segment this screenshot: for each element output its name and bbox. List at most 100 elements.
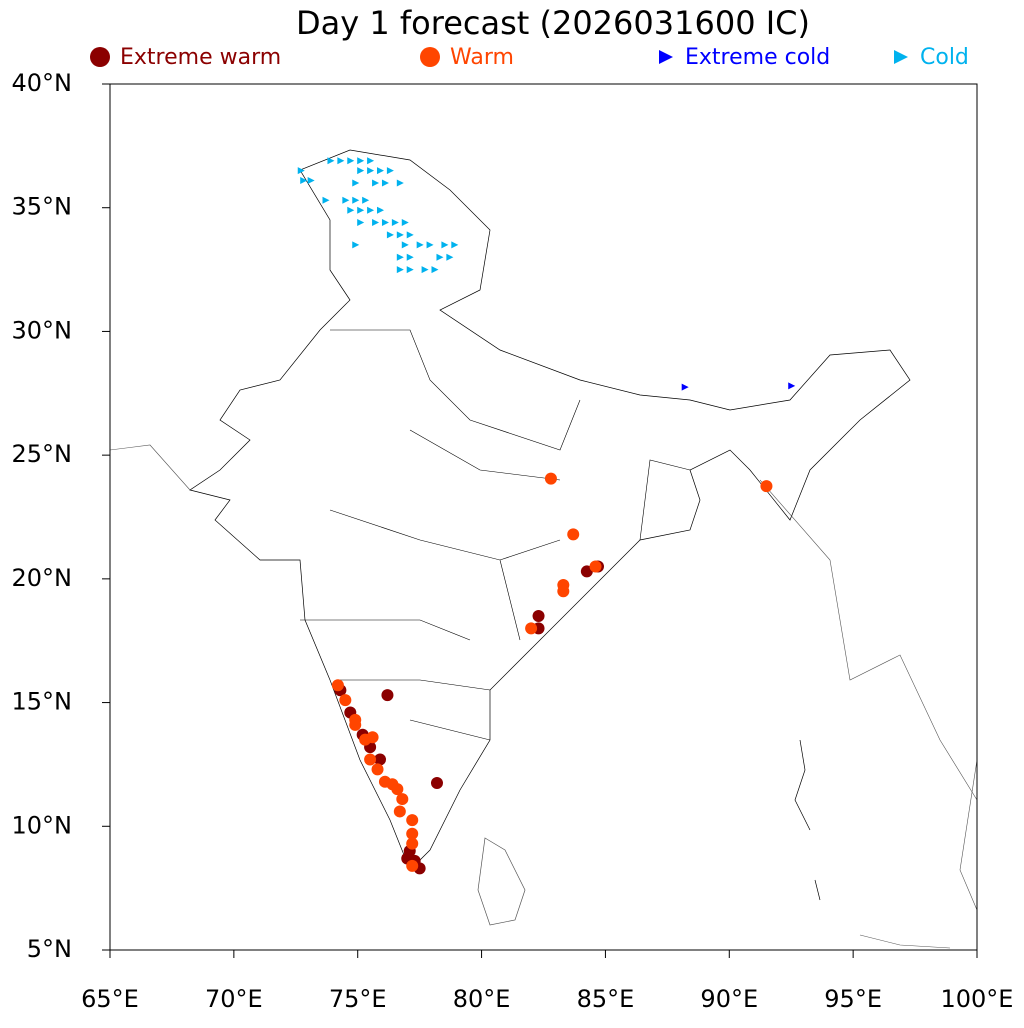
data-point: [339, 694, 352, 707]
legend-label: Extreme warm: [120, 45, 281, 70]
data-point: [371, 763, 384, 776]
data-point: [377, 167, 385, 175]
data-point: [357, 219, 365, 227]
y-tick-label: 35°N: [12, 193, 73, 221]
x-tick-label: 90°E: [700, 985, 758, 1013]
x-tick-label: 80°E: [453, 985, 511, 1013]
data-point: [366, 731, 379, 744]
data-point: [406, 837, 419, 850]
data-point: [349, 718, 362, 731]
data-point: [352, 179, 360, 187]
data-point: [331, 679, 344, 692]
x-tick-label: 95°E: [824, 985, 882, 1013]
data-point: [342, 196, 350, 204]
data-point: [352, 241, 360, 249]
x-tick-label: 70°E: [205, 985, 263, 1013]
data-point: [300, 176, 308, 184]
y-tick-label: 30°N: [12, 316, 73, 344]
data-point: [431, 266, 439, 274]
data-point: [760, 480, 773, 493]
data-point: [381, 179, 389, 187]
data-point: [396, 179, 404, 187]
data-point: [391, 219, 399, 227]
data-point: [357, 157, 365, 165]
data-point: [357, 206, 365, 214]
data-point: [367, 167, 375, 175]
data-point: [367, 206, 375, 214]
data-point: [681, 383, 689, 391]
andaman-islands: [794, 739, 821, 901]
data-point: [396, 266, 404, 274]
data-point: [406, 859, 419, 872]
sri-lanka: [477, 837, 526, 926]
data-point: [327, 157, 335, 165]
data-point: [416, 241, 424, 249]
legend-marker: [90, 47, 110, 67]
data-point: [322, 196, 330, 204]
data-point: [426, 241, 434, 249]
y-tick-label: 10°N: [12, 811, 73, 839]
data-point: [421, 266, 429, 274]
data-point: [377, 206, 385, 214]
data-point: [396, 253, 404, 261]
data-point: [406, 814, 419, 827]
data-point: [406, 253, 414, 261]
legend-label: Cold: [920, 45, 969, 70]
data-point: [391, 783, 404, 796]
internal-borders: [300, 329, 691, 741]
x-tick-label: 100°E: [941, 985, 1014, 1013]
data-layer: 65°E 70°E 75°E 80°E 85°E 90°E 95°E 100°E 5°N 10°N…: [12, 45, 1014, 1013]
data-point: [357, 167, 365, 175]
data-point: [525, 622, 538, 635]
data-point: [393, 805, 406, 818]
legend-marker: [659, 50, 673, 64]
data-point: [788, 382, 796, 390]
legend-marker: [894, 50, 908, 64]
data-point: [451, 241, 459, 249]
india-outline: [189, 149, 911, 871]
data-point: [406, 827, 419, 840]
y-tick-label: 20°N: [12, 564, 73, 592]
data-point: [446, 253, 454, 261]
data-point: [396, 793, 409, 806]
data-point: [589, 560, 602, 573]
data-point: [372, 179, 380, 187]
y-tick-label: 40°N: [12, 69, 73, 97]
data-point: [352, 196, 360, 204]
data-point: [374, 753, 387, 766]
data-point: [401, 219, 409, 227]
x-tick-label: 65°E: [81, 985, 139, 1013]
data-point: [367, 157, 375, 165]
data-point: [567, 528, 580, 541]
data-point: [386, 167, 394, 175]
y-tick-label: 5°N: [27, 935, 72, 963]
data-point: [544, 472, 557, 485]
data-point: [532, 609, 545, 622]
data-point: [557, 585, 570, 598]
plot-frame: [109, 83, 978, 951]
x-tick-label: 85°E: [577, 985, 635, 1013]
data-point: [347, 157, 355, 165]
data-point: [430, 776, 443, 789]
data-point: [347, 206, 355, 214]
data-point: [372, 219, 380, 227]
legend-label: Extreme cold: [685, 45, 830, 70]
data-point: [381, 219, 389, 227]
data-point: [401, 241, 409, 249]
x-tick-label: 75°E: [329, 985, 387, 1013]
data-point: [362, 196, 370, 204]
data-point: [386, 231, 394, 239]
data-point: [406, 266, 414, 274]
data-point: [441, 241, 449, 249]
legend-label: Warm: [450, 45, 514, 70]
data-point: [364, 753, 377, 766]
data-point: [307, 176, 315, 184]
legend-marker: [420, 47, 440, 67]
y-tick-label: 15°N: [12, 688, 73, 716]
data-point: [381, 689, 394, 702]
country-outlines: [109, 149, 978, 949]
data-point: [436, 253, 444, 261]
chart-title: Day 1 forecast (2026031600 IC): [296, 4, 810, 42]
data-point: [297, 167, 305, 175]
